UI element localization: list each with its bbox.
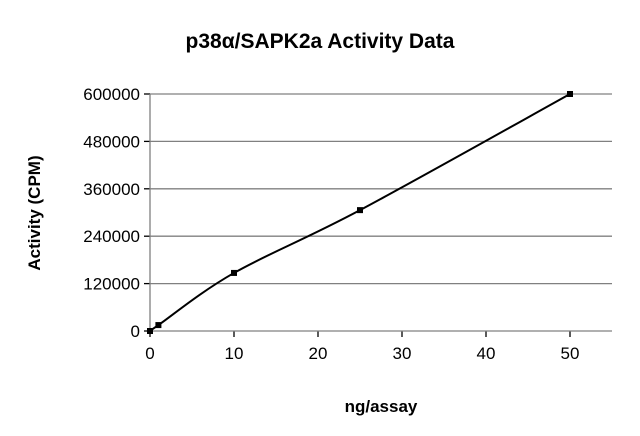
y-tick-label: 480000 [83, 132, 140, 151]
x-tick-label: 0 [145, 344, 154, 363]
y-tick-label: 360000 [83, 180, 140, 199]
data-point [155, 322, 162, 329]
x-tick-label: 50 [561, 344, 580, 363]
data-point [231, 269, 237, 276]
data-point [357, 207, 363, 214]
x-tick-label: 30 [393, 344, 412, 363]
y-tick-label: 120000 [83, 275, 140, 294]
y-axis-label: Activity (CPM) [25, 155, 44, 270]
x-tick-label: 10 [225, 344, 244, 363]
y-tick-label: 240000 [83, 227, 140, 246]
y-tick-label: 600000 [83, 85, 140, 104]
data-point [147, 328, 153, 334]
x-axis-label: ng/assay [345, 397, 418, 416]
x-tick-label: 40 [477, 344, 496, 363]
y-tick-label: 0 [131, 322, 140, 341]
x-tick-label: 20 [309, 344, 328, 363]
data-point [567, 91, 573, 97]
chart-title: p38α/SAPK2a Activity Data [186, 30, 455, 53]
